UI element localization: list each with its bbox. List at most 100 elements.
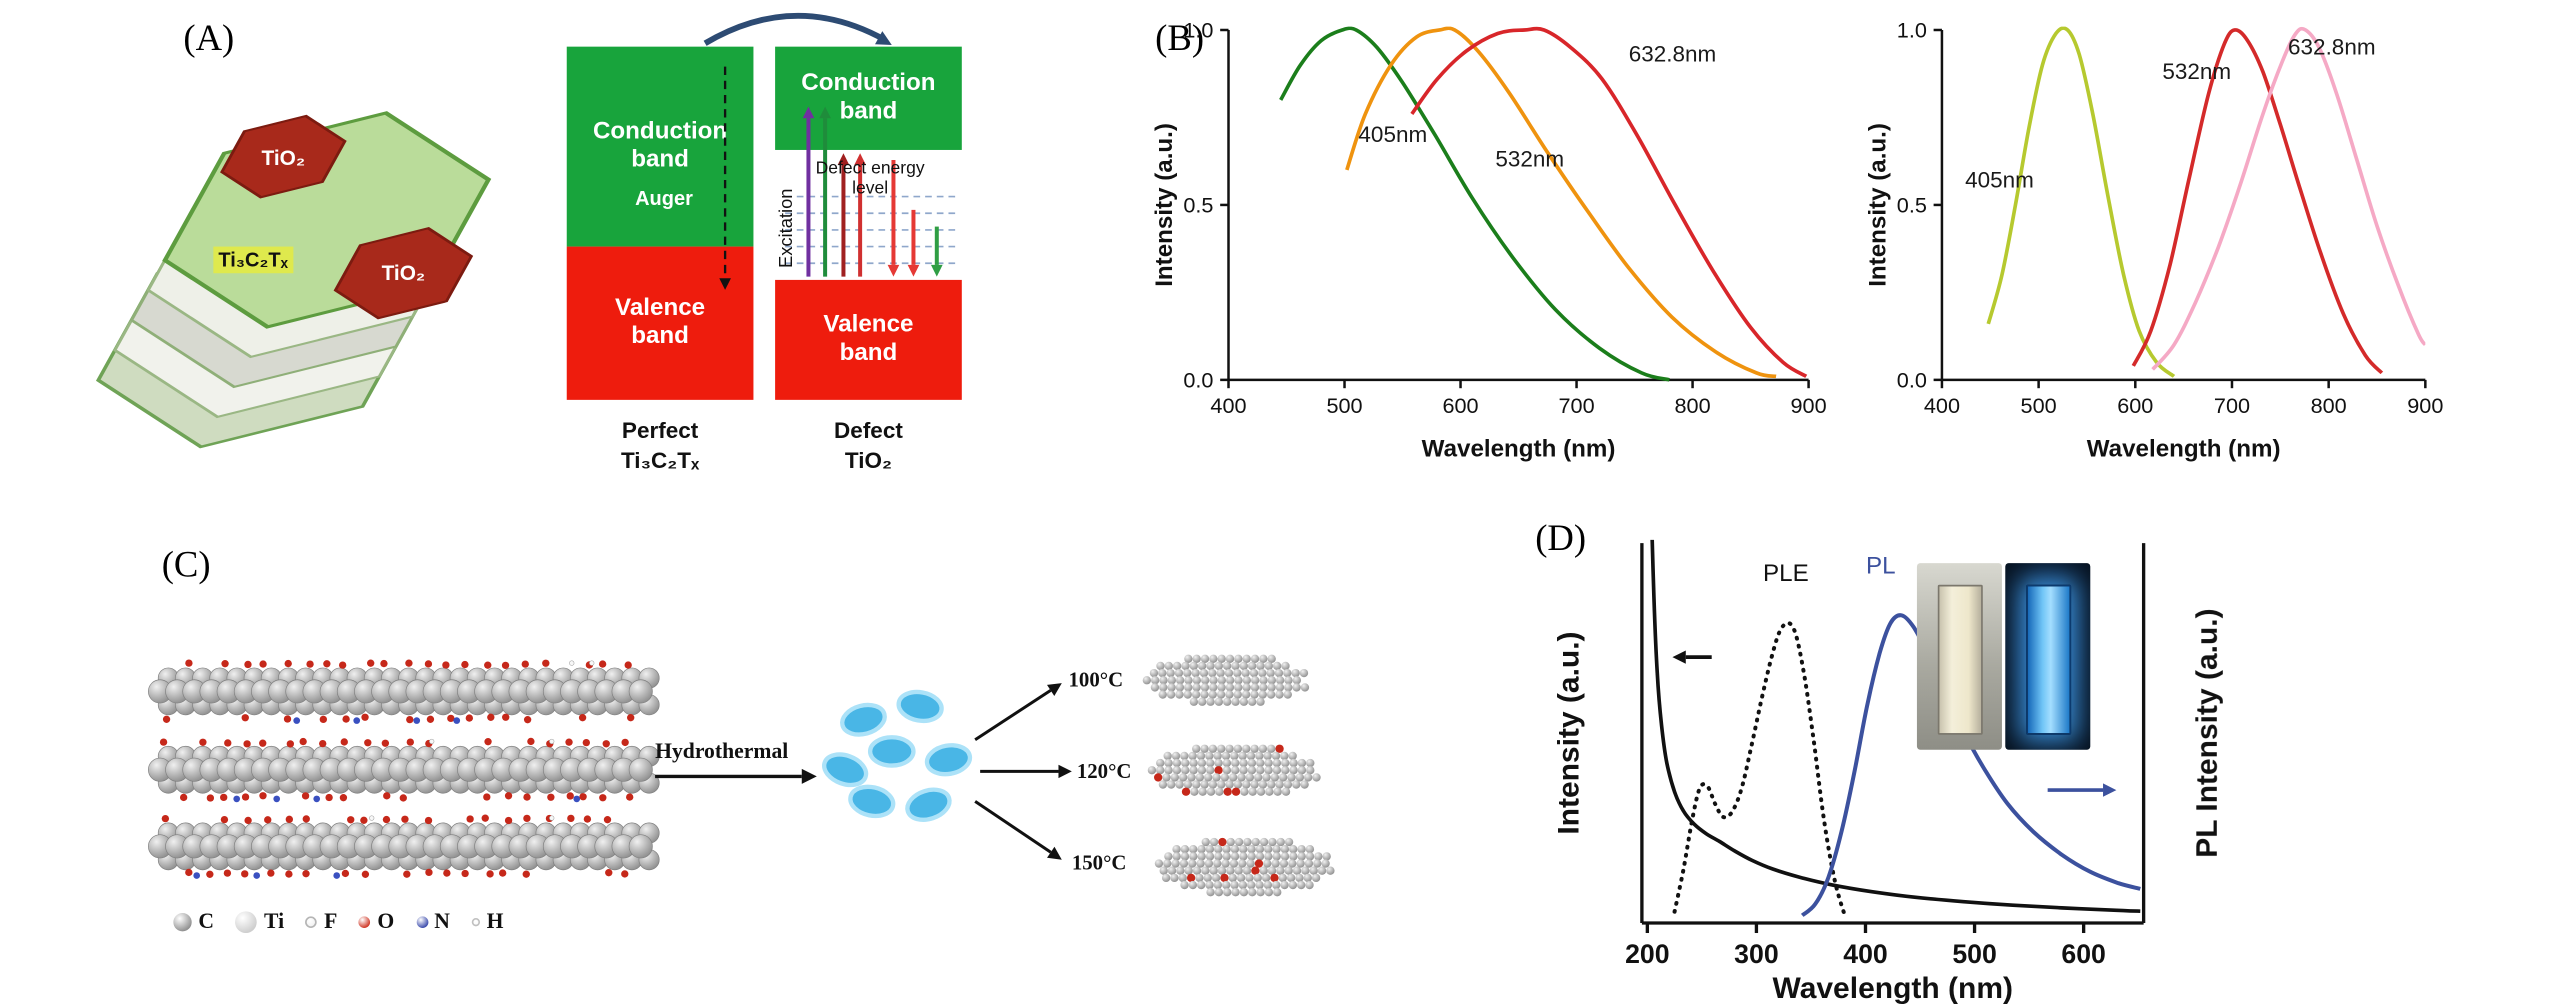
mxene-flake-label: Ti₃C₂Tₓ xyxy=(213,246,293,274)
caption-perfect-line1: Perfect xyxy=(621,418,699,444)
legend-label-N: N xyxy=(434,908,450,934)
legend-dot-F xyxy=(305,915,318,928)
axes: 400 500 600 700 800 900 0.0 0.5 1.0 Wavelength (n… xyxy=(1151,17,1827,462)
temp-label-120: 120°C xyxy=(1076,759,1132,784)
cuvette-glowing xyxy=(2025,584,2071,735)
series-absorption xyxy=(1650,539,2141,914)
svg-text:200: 200 xyxy=(1625,939,1669,969)
annotation-532nm: 532nm xyxy=(1495,146,1564,171)
legend-item-N: N xyxy=(415,908,450,935)
series-group xyxy=(1986,26,2426,378)
annotation-632.8nm: 632.8nm xyxy=(2288,34,2376,59)
svg-text:Intensity (a.u.): Intensity (a.u.) xyxy=(1553,631,1586,834)
annotation-632.8nm: 632.8nm xyxy=(1629,41,1717,66)
svg-text:400: 400 xyxy=(1924,393,1960,418)
defect-energy-line2: level xyxy=(852,178,889,199)
svg-text:600: 600 xyxy=(2061,939,2105,969)
axes: 400 500 600 700 800 900 0.0 0.5 1.0 Wavelength (n… xyxy=(1864,17,2443,462)
tio2-patch-label-2: TiO₂ xyxy=(381,261,426,285)
svg-text:0.0: 0.0 xyxy=(1183,367,1213,392)
legend-item-C: C xyxy=(173,908,214,935)
cuvette-photo-daylight xyxy=(1916,563,2002,750)
legend-dot-N xyxy=(415,915,428,928)
panel-d-label: (D) xyxy=(1535,516,1587,559)
valence-band-label: Valence band xyxy=(823,310,914,367)
svg-text:1.0: 1.0 xyxy=(1897,17,1927,42)
quantum-dots-cluster xyxy=(822,689,973,822)
cuvette-photos-inset xyxy=(1916,563,2091,750)
synthesis-scheme-art xyxy=(148,654,1335,897)
caption-defect-line1: Defect xyxy=(834,418,903,444)
series-PLE xyxy=(1672,620,1847,918)
conduction-band-perfect: Conduction band xyxy=(566,46,754,247)
legend-dot-C xyxy=(173,912,192,931)
svg-text:PL Intensity (a.u.): PL Intensity (a.u.) xyxy=(2191,608,2224,857)
svg-text:0.5: 0.5 xyxy=(1897,192,1927,217)
series-632.8nm xyxy=(1410,26,1808,378)
conduction-band-label: Conduction band xyxy=(801,69,936,125)
svg-text:Wavelength (nm): Wavelength (nm) xyxy=(2087,436,2281,463)
panel-b-label: (B) xyxy=(1155,16,1205,59)
hydrothermal-label: Hydrothermal xyxy=(655,738,789,764)
defect-energy-level-label: Defect energy level xyxy=(778,158,961,198)
series-group xyxy=(1279,26,1808,382)
panel-a-label: (A) xyxy=(183,16,235,59)
series-632.8nm xyxy=(2151,26,2426,371)
legend-item-H: H xyxy=(471,908,504,935)
branch-arrow-150 xyxy=(974,800,1052,854)
auger-label: Auger xyxy=(635,186,693,210)
series-405nm xyxy=(1986,26,2176,378)
svg-text:400: 400 xyxy=(1843,939,1887,969)
svg-text:400: 400 xyxy=(1210,393,1246,418)
band-diagram: Conduction band Valence band Conduction … xyxy=(558,0,1008,500)
svg-text:1.0: 1.0 xyxy=(1183,17,1213,42)
cuvette-photo-uv xyxy=(2005,563,2091,750)
tio2-patches xyxy=(220,114,474,320)
series-405nm xyxy=(1279,26,1670,382)
svg-text:Wavelength (nm): Wavelength (nm) xyxy=(1773,972,2013,1005)
branch-arrow-100 xyxy=(974,689,1052,742)
svg-text:300: 300 xyxy=(1734,939,1778,969)
annotation-532nm: 532nm xyxy=(2162,59,2231,84)
annotation-PL: PL xyxy=(1866,553,1896,580)
caption-defect-line2: TiO₂ xyxy=(844,448,892,474)
svg-text:0.0: 0.0 xyxy=(1897,367,1927,392)
series-532nm xyxy=(1345,26,1777,379)
tio2-patch-label-1: TiO₂ xyxy=(261,146,306,170)
legend-dot-Ti xyxy=(235,910,258,933)
legend-item-Ti: Ti xyxy=(235,908,285,935)
product-disk-100 xyxy=(1142,654,1310,706)
caption-perfect: Perfect Ti₃C₂Tₓ xyxy=(567,417,754,478)
product-disk-150 xyxy=(1154,837,1335,897)
svg-text:800: 800 xyxy=(2311,393,2347,418)
caption-perfect-line2: Ti₃C₂Tₓ xyxy=(620,448,700,474)
pl-spectra-chart-right: 400 500 600 700 800 900 0.0 0.5 1.0 Wavelength (n… xyxy=(1864,17,2443,462)
svg-text:500: 500 xyxy=(1326,393,1362,418)
uvvis-ple-pl-chart: 200 300 400 500 600 Wavelength (nm) Intensity … xyxy=(1553,539,2224,1005)
svg-text:Intensity (a.u.): Intensity (a.u.) xyxy=(1151,123,1178,287)
svg-text:600: 600 xyxy=(2117,393,2153,418)
annotation-PLE: PLE xyxy=(1763,560,1809,587)
product-disk-120 xyxy=(1147,744,1321,796)
legend-dot-O xyxy=(359,915,371,928)
svg-text:Intensity (a.u.): Intensity (a.u.) xyxy=(1864,123,1891,287)
conduction-band-label: Conduction band xyxy=(592,117,728,174)
charge-transfer-arrow xyxy=(703,12,887,46)
legend-label-H: H xyxy=(486,908,504,934)
svg-text:0.5: 0.5 xyxy=(1183,192,1213,217)
legend-dot-H xyxy=(471,917,480,926)
svg-text:700: 700 xyxy=(2214,393,2250,418)
legend-label-F: F xyxy=(324,908,338,934)
svg-text:500: 500 xyxy=(1952,939,1996,969)
temp-label-150: 150°C xyxy=(1071,851,1127,875)
caption-defect: Defect TiO₂ xyxy=(775,417,962,478)
legend-label-Ti: Ti xyxy=(264,908,285,934)
cuvette-clear xyxy=(1936,584,1982,735)
mxene-flake-art xyxy=(95,111,492,449)
pl-spectra-chart-left: 400 500 600 700 800 900 0.0 0.5 1.0 Wavelength (n… xyxy=(1151,17,1827,462)
legend-item-F: F xyxy=(305,908,338,935)
defect-energy-line1: Defect energy xyxy=(815,158,925,179)
valence-band-defect: Valence band xyxy=(775,279,962,400)
